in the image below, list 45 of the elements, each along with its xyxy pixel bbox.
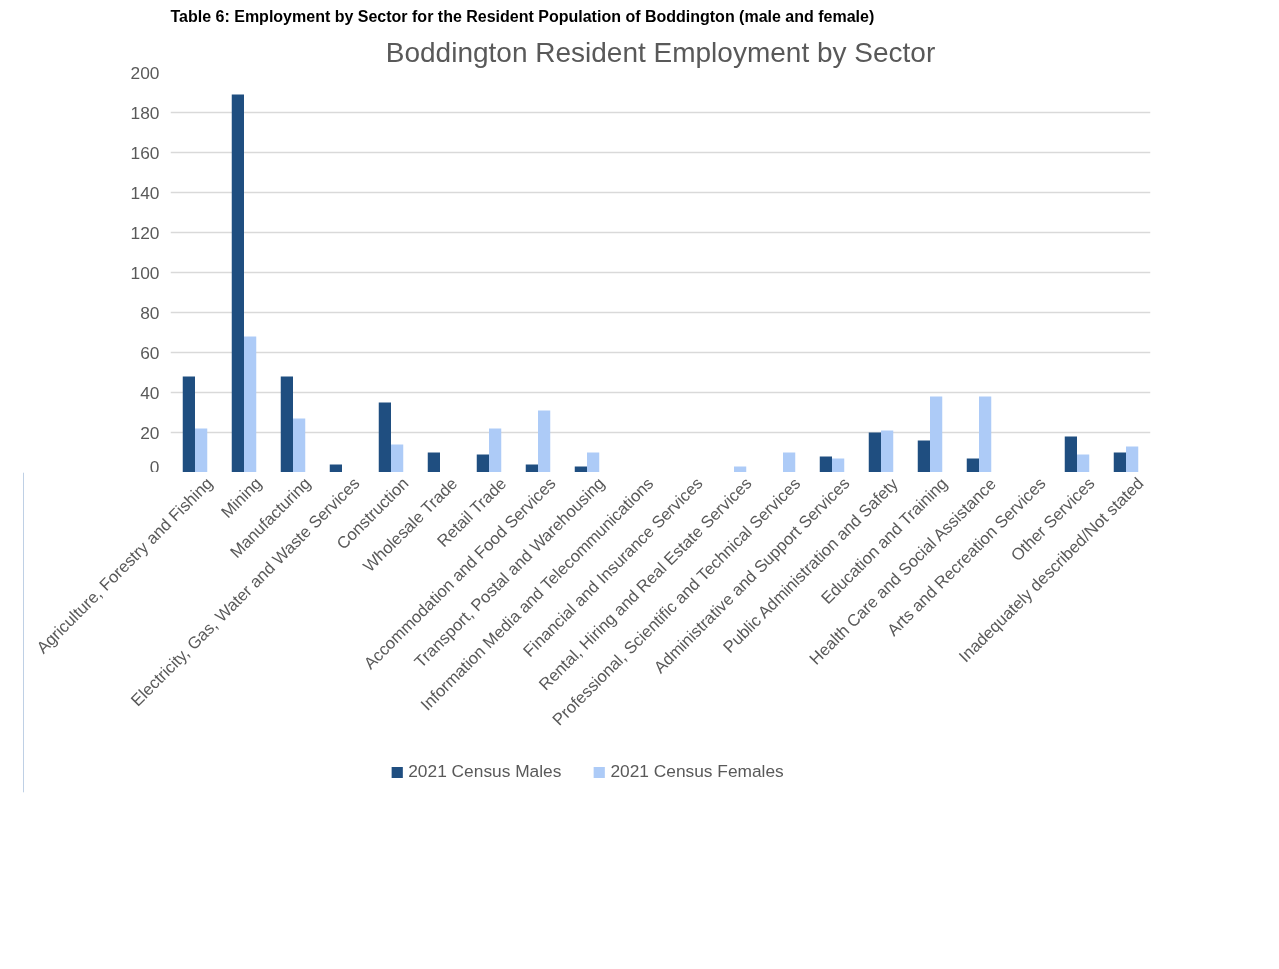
bar: [231, 94, 244, 472]
bar: [587, 452, 600, 472]
bar: [1113, 452, 1126, 472]
y-tick-label: 140: [130, 182, 160, 203]
bar: [868, 432, 881, 472]
bar: [1126, 446, 1139, 472]
bar: [574, 466, 587, 472]
chart-title: Boddington Resident Employment by Sector: [385, 36, 936, 68]
y-tick-label: 60: [140, 342, 160, 363]
bar: [917, 440, 930, 472]
y-tick-label: 40: [140, 382, 160, 403]
bar: [1064, 436, 1077, 472]
caption: Table 6: Employment by Sector for the Resident Population of Boddington (male and female): [170, 7, 875, 25]
y-tick-label: 160: [130, 142, 160, 163]
legend-label: 2021 Census Males: [408, 761, 562, 782]
bar: [1077, 454, 1090, 472]
bar: [182, 376, 195, 472]
bar: [329, 464, 342, 472]
bar: [881, 430, 894, 472]
bar: [244, 336, 257, 472]
y-tick-label: 80: [140, 302, 160, 323]
bar: [489, 428, 502, 472]
bar: [476, 454, 489, 472]
bar: [391, 444, 404, 472]
bar: [819, 456, 832, 472]
bar: [966, 458, 979, 472]
bar: [427, 452, 440, 472]
bar: [930, 396, 943, 472]
bar: [525, 464, 538, 472]
y-tick-label: 200: [130, 62, 160, 83]
legend-label: 2021 Census Females: [610, 761, 784, 782]
bar: [378, 402, 391, 472]
bar: [280, 376, 293, 472]
bar: [783, 452, 796, 472]
bar: [293, 418, 306, 472]
y-tick-label: 20: [140, 422, 160, 443]
bar: [734, 466, 747, 472]
y-tick-label: 100: [130, 262, 160, 283]
y-tick-label: 180: [130, 102, 160, 123]
bar: [832, 458, 845, 472]
bar: [979, 396, 992, 472]
bar: [538, 410, 551, 472]
y-tick-label: 0: [149, 456, 160, 477]
y-tick-label: 120: [130, 222, 160, 243]
bar: [195, 428, 208, 472]
